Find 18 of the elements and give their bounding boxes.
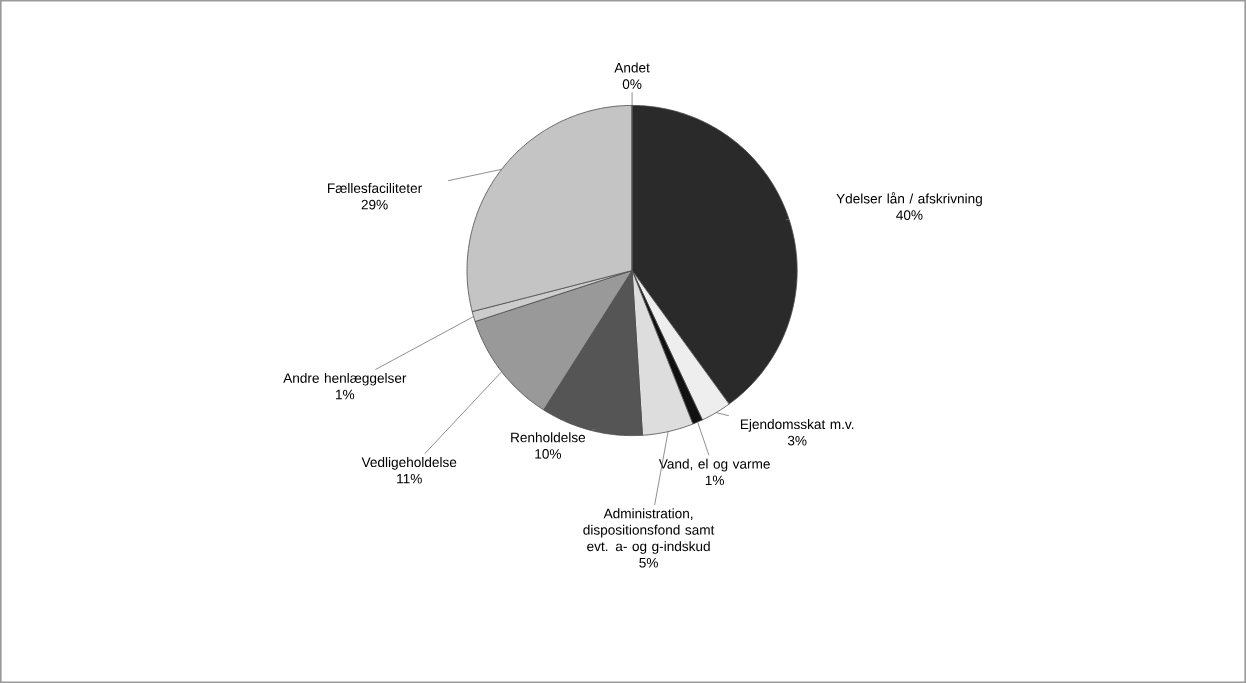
data-label: 10% bbox=[535, 449, 562, 459]
data-label: 1% bbox=[705, 475, 724, 486]
data-label: 29% bbox=[361, 199, 388, 210]
slice-label: Administration, dispositionsfond samt evt. a- og g-indskud bbox=[583, 508, 715, 554]
slice-label: Ydelser lån / afskrivning bbox=[836, 192, 982, 207]
slice-label: Fællesfaciliteter bbox=[328, 183, 422, 193]
category-label: Andet bbox=[614, 62, 650, 73]
slice-label: Renholdelse bbox=[511, 432, 586, 443]
data-label: 5% bbox=[639, 557, 658, 568]
text: 0% bbox=[622, 79, 642, 89]
slice-label: Vand, el og varme bbox=[658, 458, 770, 472]
data-label: 1% bbox=[336, 389, 355, 400]
data-label: 3% bbox=[787, 435, 807, 446]
slice-label: Vedligeholdelse bbox=[361, 457, 457, 470]
slice-label: Ejendomsskat m.v. bbox=[740, 419, 854, 432]
data-label: 11% bbox=[397, 473, 422, 484]
slice-label: Andre henlæggelser bbox=[283, 372, 407, 386]
data-label: 40% bbox=[896, 210, 923, 220]
